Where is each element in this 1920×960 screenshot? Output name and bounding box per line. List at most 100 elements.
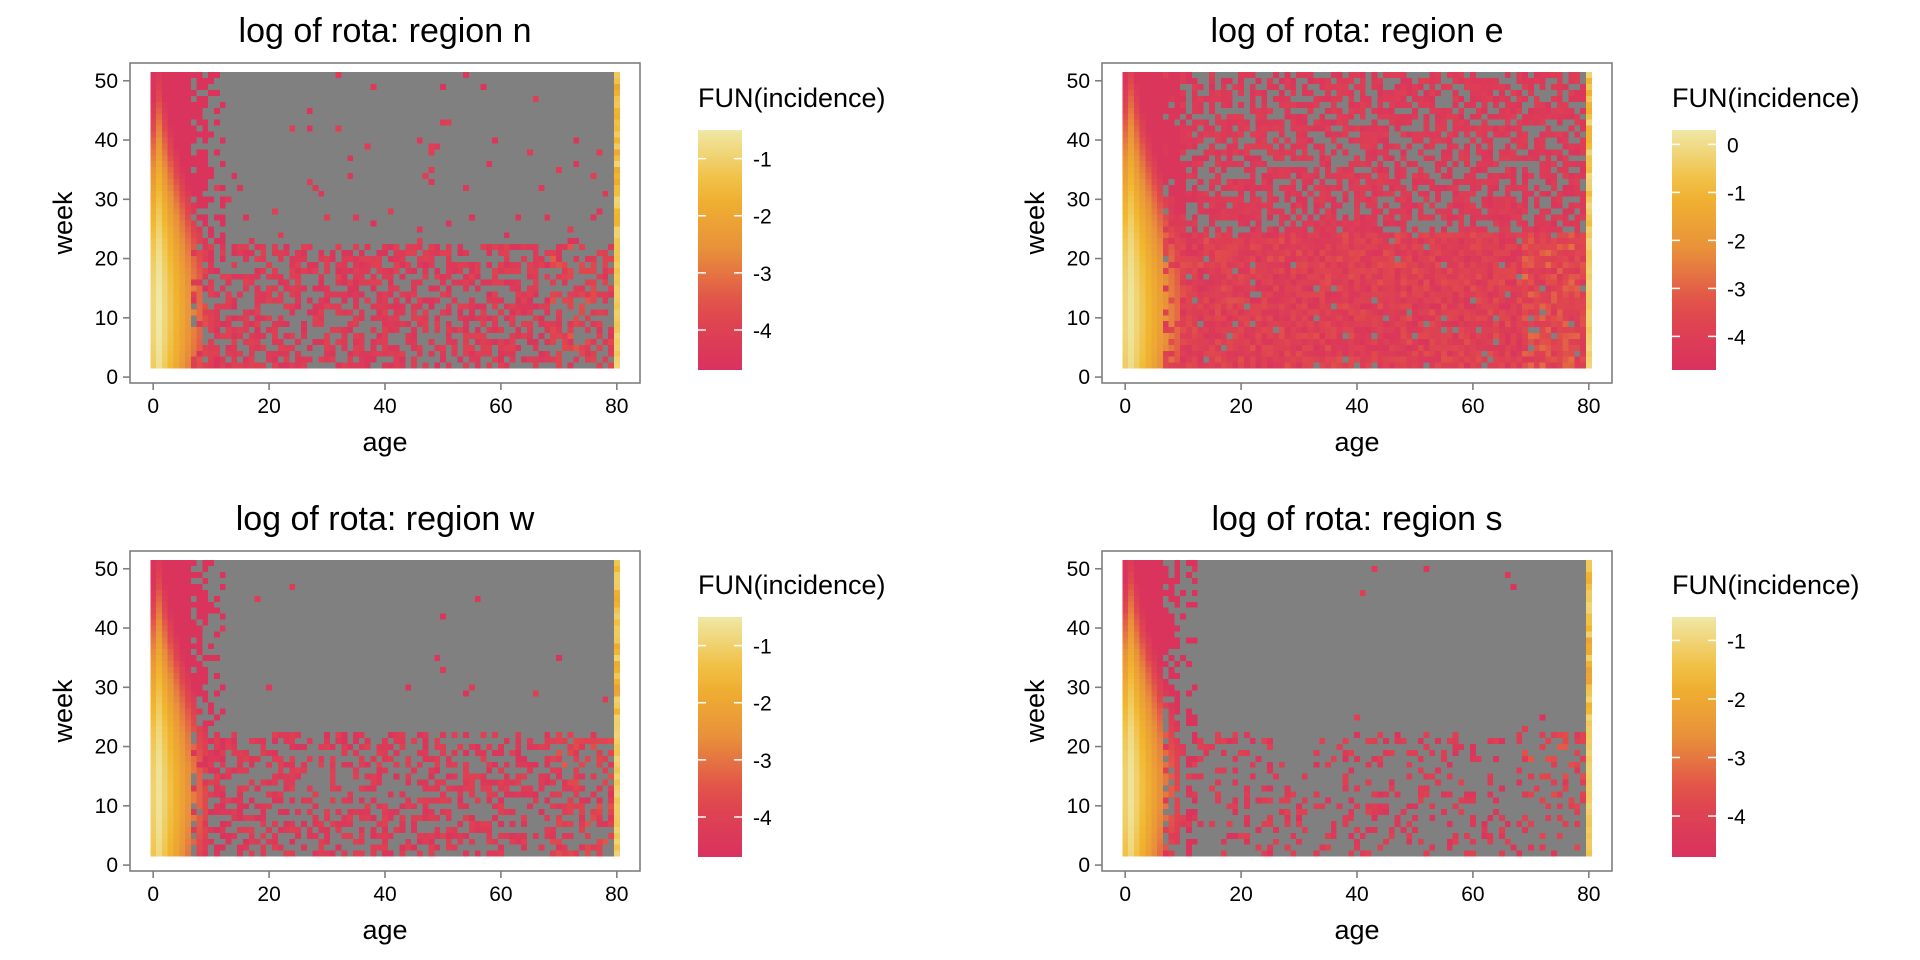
heat-cell: [556, 90, 562, 96]
heat-cell: [376, 72, 382, 78]
heat-cell: [284, 113, 290, 119]
heat-cell: [1134, 262, 1140, 268]
heat-cell: [208, 220, 214, 226]
heat-cell: [197, 179, 203, 185]
heat-cell: [510, 333, 516, 339]
heat-cell: [365, 238, 371, 244]
heat-cell: [1128, 291, 1134, 297]
heat-cell: [1203, 143, 1209, 149]
heat-cell: [307, 350, 313, 356]
heat-cell: [226, 96, 232, 102]
heat-cell: [313, 327, 319, 333]
heat-cell: [394, 78, 400, 84]
heat-cell: [1192, 250, 1198, 256]
heat-cell: [1198, 262, 1204, 268]
heat-cell: [226, 155, 232, 161]
heat-cell: [394, 90, 400, 96]
heat-cell: [440, 161, 446, 167]
heat-cell: [1169, 279, 1175, 285]
heat-cell: [272, 297, 278, 303]
heat-cell: [498, 273, 504, 279]
heat-cell: [579, 273, 585, 279]
heat-cell: [260, 131, 266, 137]
heat-cell: [457, 113, 463, 119]
heat-cell: [440, 256, 446, 262]
heat-cell: [1145, 173, 1151, 179]
heat-cell: [469, 238, 475, 244]
heat-cell: [243, 113, 249, 119]
heat-cell: [481, 78, 487, 84]
heat-cell: [452, 155, 458, 161]
heat-cell: [591, 119, 597, 125]
heat-cell: [1145, 184, 1151, 190]
heat-cell: [336, 232, 342, 238]
heat-cell: [614, 327, 620, 333]
heat-cell: [562, 297, 568, 303]
heat-cell: [168, 350, 174, 356]
heat-cell: [608, 291, 614, 297]
heat-cell: [295, 179, 301, 185]
heat-cell: [191, 155, 197, 161]
heat-cell: [179, 309, 185, 315]
heat-cell: [1215, 84, 1221, 90]
heat-cell: [469, 344, 475, 350]
heat-cell: [202, 155, 208, 161]
heat-cell: [1163, 267, 1169, 273]
heat-cell: [353, 244, 359, 250]
heat-cell: [1180, 262, 1186, 268]
heat-cell: [266, 226, 272, 232]
heat-cell: [608, 149, 614, 155]
heat-cell: [162, 285, 168, 291]
heat-cell: [417, 90, 423, 96]
heat-cell: [469, 131, 475, 137]
heat-cell: [1209, 315, 1215, 321]
heat-cell: [1169, 256, 1175, 262]
heat-cell: [202, 214, 208, 220]
heat-cell: [313, 84, 319, 90]
heat-cell: [405, 273, 411, 279]
heat-cell: [597, 208, 603, 214]
heat-cell: [272, 350, 278, 356]
heat-cell: [185, 344, 191, 350]
heat-cell: [486, 107, 492, 113]
heat-cell: [469, 356, 475, 362]
heat-cell: [428, 137, 434, 143]
heat-cell: [1163, 291, 1169, 297]
heat-cell: [597, 297, 603, 303]
heat-cell: [481, 137, 487, 143]
heat-cell: [527, 214, 533, 220]
heat-cell: [469, 214, 475, 220]
heat-cell: [168, 208, 174, 214]
heat-cell: [1140, 196, 1146, 202]
heat-cell: [1174, 131, 1180, 137]
heat-cell: [1180, 285, 1186, 291]
heat-cell: [1203, 321, 1209, 327]
heat-cell: [231, 107, 237, 113]
heat-cell: [568, 297, 574, 303]
heat-cell: [475, 179, 481, 185]
heat-cell: [226, 285, 232, 291]
heat-cell: [1174, 273, 1180, 279]
heat-cell: [394, 107, 400, 113]
heat-cell: [231, 262, 237, 268]
heat-cell: [284, 309, 290, 315]
heat-cell: [475, 297, 481, 303]
heat-cell: [1134, 232, 1140, 238]
heat-cell: [1163, 315, 1169, 321]
heat-cell: [156, 256, 162, 262]
heat-cell: [168, 267, 174, 273]
heat-cell: [1198, 155, 1204, 161]
heat-cell: [573, 250, 579, 256]
heat-cell: [295, 350, 301, 356]
heat-cell: [405, 137, 411, 143]
heat-cell: [255, 285, 261, 291]
heat-cell: [498, 321, 504, 327]
heat-cell: [278, 184, 284, 190]
heat-cell: [324, 333, 330, 339]
heat-cell: [434, 232, 440, 238]
heat-cell: [1145, 303, 1151, 309]
heat-cell: [1192, 113, 1198, 119]
heat-cell: [353, 232, 359, 238]
heat-cell: [255, 131, 261, 137]
heat-cell: [521, 309, 527, 315]
